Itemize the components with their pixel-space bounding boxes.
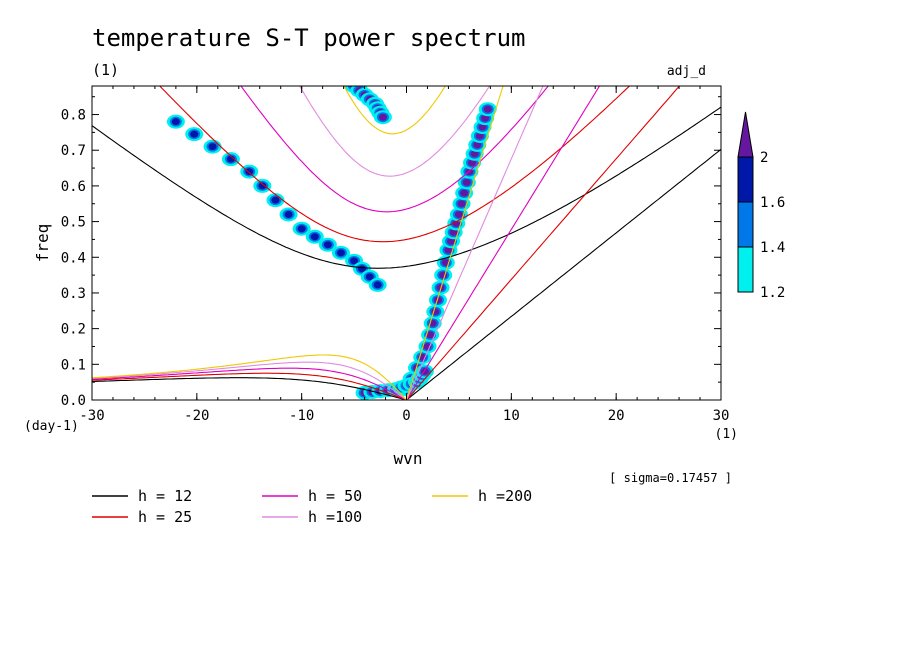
chart-subtitle-right: adj_d [667, 64, 706, 79]
colorbar-segment [737, 201, 754, 248]
x-axis-unit: (1) [715, 427, 738, 442]
dispersion-curve-wig-h100 [298, 86, 491, 177]
region-cell [457, 200, 466, 208]
region-cell [460, 189, 469, 197]
legend-label: h = 25 [138, 508, 192, 526]
region-cell [481, 114, 490, 122]
region-cell [323, 241, 332, 249]
y-tick-label: 0.1 [61, 357, 86, 373]
region-cell [190, 130, 199, 138]
chart-subtitle-left: (1) [92, 61, 119, 79]
dispersion-curve-wig-h25 [158, 86, 631, 243]
region-cell [433, 296, 442, 304]
dispersion-curve-kel-h25 [406, 86, 681, 400]
region-cell [447, 237, 456, 245]
legend-label: h =200 [478, 487, 532, 505]
dispersion-curves [92, 86, 721, 400]
x-tick-label: 0 [402, 408, 410, 424]
colorbar-label: 1.4 [760, 240, 785, 256]
region-cell [284, 210, 293, 218]
region-cell [365, 273, 374, 281]
colorbar-arrow [737, 111, 754, 158]
chart-title: temperature S-T power spectrum [92, 24, 525, 52]
wig-band [166, 114, 387, 292]
region-cell [297, 225, 306, 233]
x-tick-label: -30 [79, 408, 104, 424]
y-tick-label: 0.8 [61, 108, 86, 124]
colorbar-label: 1.6 [760, 195, 785, 211]
y-tick-label: 0.7 [61, 143, 86, 159]
dispersion-curve-kel-h100 [405, 86, 544, 400]
kelvin-band [397, 102, 497, 397]
y-tick-label: 0.5 [61, 215, 86, 231]
dispersion-curve-wig-h12 [92, 106, 721, 269]
y-tick-label: 0.3 [61, 286, 86, 302]
y-tick-label: 0.6 [61, 179, 86, 195]
y-axis-label: freq [33, 224, 52, 263]
dispersion-curve-kel-h200 [405, 86, 504, 400]
colorbar-segment [737, 246, 754, 293]
region-cell [350, 257, 359, 265]
dispersion-curve-kel-h50 [406, 86, 601, 400]
dispersion-curve-ros-h12 [92, 377, 407, 400]
region-cell [336, 249, 345, 257]
region-cell [373, 281, 382, 289]
dispersion-curve-ros-h200 [92, 354, 407, 400]
dispersion-curve-ros-h100 [92, 361, 407, 400]
region-cell [444, 246, 453, 254]
x-tick-label: 10 [503, 408, 520, 424]
region-cell [245, 168, 254, 176]
dispersion-curve-kel-h12 [406, 148, 721, 400]
x-tick-label: 30 [713, 408, 730, 424]
colorbar-segment [737, 156, 754, 203]
dispersion-curve-ros-h25 [92, 372, 407, 400]
colorbar-label: 2 [760, 150, 768, 166]
region-cell [171, 118, 180, 126]
dispersion-curve-ros-h50 [92, 367, 407, 400]
region-cell [449, 228, 458, 236]
sigma-annotation: [ sigma=0.17457 ] [609, 471, 732, 485]
x-tick-label: -20 [184, 408, 209, 424]
region-cell [378, 113, 387, 121]
dispersion-curve-wig-h200 [343, 86, 446, 135]
region-cell [208, 143, 217, 151]
region-cell [258, 182, 267, 190]
legend-label: h = 12 [138, 487, 192, 505]
region-cell [310, 233, 319, 241]
y-axis-unit: (day-1) [24, 419, 79, 434]
y-tick-label: 0.2 [61, 322, 86, 338]
legend-label: h =100 [308, 508, 362, 526]
region-cell [483, 105, 492, 113]
region-cell [468, 159, 477, 167]
region-cell [426, 331, 435, 339]
legend-label: h = 50 [308, 487, 362, 505]
region-cell [454, 210, 463, 218]
low-freq-cluster [355, 364, 434, 400]
colorbar: 1.2 1.4 1.6 2 [737, 111, 785, 301]
y-tick-label: 0.4 [61, 250, 86, 266]
region-cell [452, 219, 461, 227]
region-cell [475, 132, 484, 140]
x-tick-label: -10 [289, 408, 314, 424]
region-cell [470, 150, 479, 158]
region-cell [473, 141, 482, 149]
axes: -30 -20 -10 0 10 20 30 0.0 0.1 0.2 0.3 0.4 0.5 0.6 0.7… [61, 86, 730, 424]
x-axis-label: wvn [394, 449, 423, 468]
region-cell [478, 123, 487, 131]
region-cell [462, 178, 471, 186]
y-tick-label: 0.0 [61, 393, 86, 409]
significant-regions [166, 86, 497, 400]
region-cell [271, 196, 280, 204]
x-tick-label: 20 [608, 408, 625, 424]
n2-wig-band [345, 86, 392, 125]
dispersion-curve-wig-h50 [240, 86, 549, 213]
legend: h = 12 h = 25 h = 50 h =100 h =200 [92, 487, 532, 526]
colorbar-label: 1.2 [760, 285, 785, 301]
